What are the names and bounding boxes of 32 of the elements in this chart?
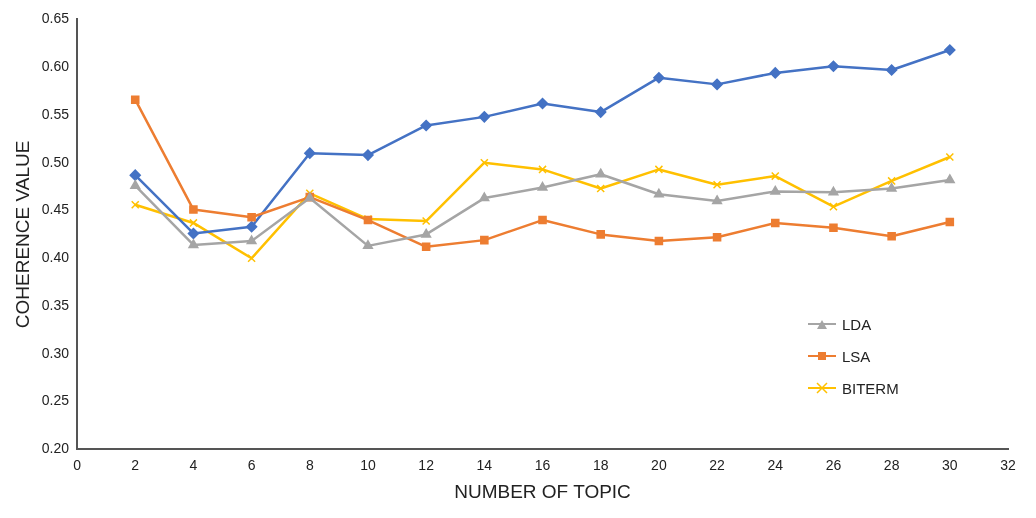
x-tick-label: 14 <box>476 456 493 473</box>
y-tick-label: 0.45 <box>41 201 70 218</box>
y-tick-label: 0.65 <box>41 10 70 27</box>
x-tick-label: 8 <box>305 456 314 473</box>
x-tick-label: 0 <box>73 456 82 473</box>
y-tick-label: 0.35 <box>41 296 70 313</box>
legend-label: BITERM <box>842 379 899 397</box>
x-axis-title: NUMBER OF TOPIC <box>454 480 631 502</box>
x-tick-label: 16 <box>534 456 551 473</box>
x-tick-label: 18 <box>592 456 609 473</box>
x-tick-label: 32 <box>1000 456 1016 473</box>
x-tick-label: 2 <box>131 456 140 473</box>
x-tick-label: 12 <box>418 456 435 473</box>
x-tick-label: 10 <box>360 456 376 473</box>
y-tick-label: 0.55 <box>41 105 70 122</box>
x-tick-label: 24 <box>767 456 784 473</box>
x-tick-label: 28 <box>883 456 900 473</box>
legend-label: LDA <box>842 315 872 333</box>
x-tick-label: 20 <box>651 456 667 473</box>
y-axis-title: COHERENCE VALUE <box>11 140 33 329</box>
x-tick-label: 6 <box>247 456 256 473</box>
y-tick-label: 0.30 <box>41 344 70 361</box>
x-tick-label: 30 <box>942 456 958 473</box>
y-tick-label: 0.25 <box>41 392 70 409</box>
y-tick-label: 0.40 <box>41 249 70 266</box>
x-tick-label: 22 <box>709 456 726 473</box>
legend-label: LSA <box>842 347 871 365</box>
x-tick-label: 26 <box>825 456 842 473</box>
y-tick-label: 0.20 <box>41 440 70 457</box>
y-tick-label: 0.60 <box>41 58 70 75</box>
y-tick-label: 0.50 <box>41 153 70 170</box>
x-tick-label: 4 <box>189 456 198 473</box>
